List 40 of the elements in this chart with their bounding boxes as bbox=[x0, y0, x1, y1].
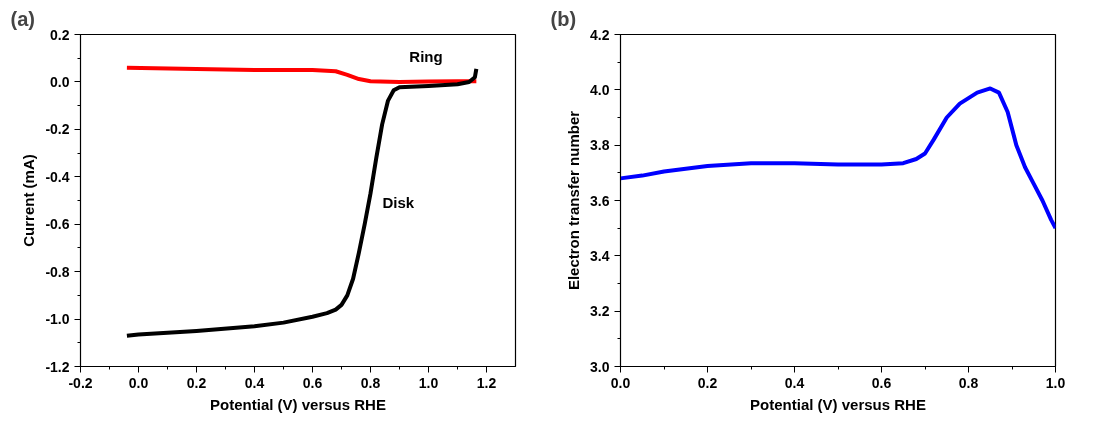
x-tick-label: -0.2 bbox=[68, 374, 93, 391]
y-tick-label: 0.2 bbox=[50, 26, 70, 43]
y-tick-label: 4.0 bbox=[590, 81, 610, 98]
y-tick-label: -1.2 bbox=[45, 358, 70, 375]
x-axis-title: Potential (V) versus RHE bbox=[210, 395, 386, 413]
x-tick-label: 0.0 bbox=[610, 374, 631, 391]
x-tick-label: 1.0 bbox=[418, 374, 439, 391]
chart-title: (a) bbox=[10, 7, 35, 30]
y-axis-title: Electron transfer number bbox=[565, 110, 583, 291]
x-tick-label: 0.0 bbox=[128, 374, 149, 391]
series-label: Disk bbox=[382, 194, 415, 212]
y-tick-label: 3.8 bbox=[590, 137, 610, 154]
x-tick-label: 0.6 bbox=[871, 374, 892, 391]
y-axis-title: Current (mA) bbox=[20, 154, 38, 247]
y-tick-label: -1.0 bbox=[45, 311, 70, 328]
y-tick-label: -0.8 bbox=[45, 263, 70, 280]
y-tick-label: -0.2 bbox=[45, 121, 70, 138]
x-tick-label: 0.2 bbox=[186, 374, 207, 391]
line-series bbox=[124, 65, 479, 84]
y-tick-label: 4.2 bbox=[590, 26, 610, 43]
chart-title: (b) bbox=[550, 7, 577, 30]
y-tick-label: 3.6 bbox=[590, 192, 610, 209]
x-tick-label: 0.4 bbox=[784, 374, 805, 391]
x-tick-label: 0.4 bbox=[244, 374, 265, 391]
y-tick-label: 3.4 bbox=[590, 247, 610, 264]
line-series bbox=[620, 86, 1056, 231]
y-tick-label: 3.0 bbox=[590, 358, 610, 375]
y-tick-label: -0.4 bbox=[45, 168, 70, 185]
x-tick-label: 1.0 bbox=[1045, 374, 1066, 391]
x-tick-label: 0.8 bbox=[958, 374, 979, 391]
line-series bbox=[124, 66, 479, 338]
series-label: Ring bbox=[409, 47, 443, 65]
x-tick-label: 0.6 bbox=[302, 374, 323, 391]
x-tick-label: 0.2 bbox=[697, 374, 718, 391]
x-tick-label: 0.8 bbox=[360, 374, 381, 391]
x-tick-label: 1.2 bbox=[476, 374, 497, 391]
x-axis-title: Potential (V) versus RHE bbox=[750, 395, 926, 413]
y-tick-label: -0.6 bbox=[45, 216, 70, 233]
y-tick-label: 3.2 bbox=[590, 303, 610, 320]
y-tick-label: 0.0 bbox=[50, 73, 70, 90]
